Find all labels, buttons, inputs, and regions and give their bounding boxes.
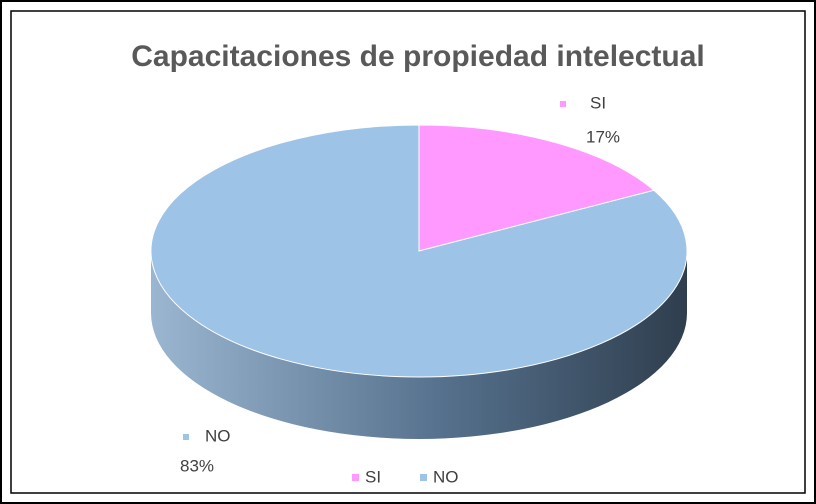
- data-label-category: NO: [205, 426, 231, 445]
- data-label-category: SI: [590, 93, 606, 112]
- legend-swatch: [420, 474, 427, 481]
- legend-swatch: [352, 474, 359, 481]
- label-key: [183, 434, 189, 440]
- legend-label: NO: [433, 467, 459, 486]
- legend-label: SI: [365, 467, 381, 486]
- inner-frame: [10, 10, 806, 494]
- label-key: [560, 101, 566, 107]
- pie-slice: [418, 124, 655, 252]
- data-label-value: 17%: [586, 127, 620, 146]
- data-label-value: 83%: [180, 456, 214, 475]
- chart-title: Capacitaciones de propiedad intelectual: [131, 40, 705, 73]
- pie-slice: [150, 124, 688, 378]
- pie-side: [151, 251, 687, 439]
